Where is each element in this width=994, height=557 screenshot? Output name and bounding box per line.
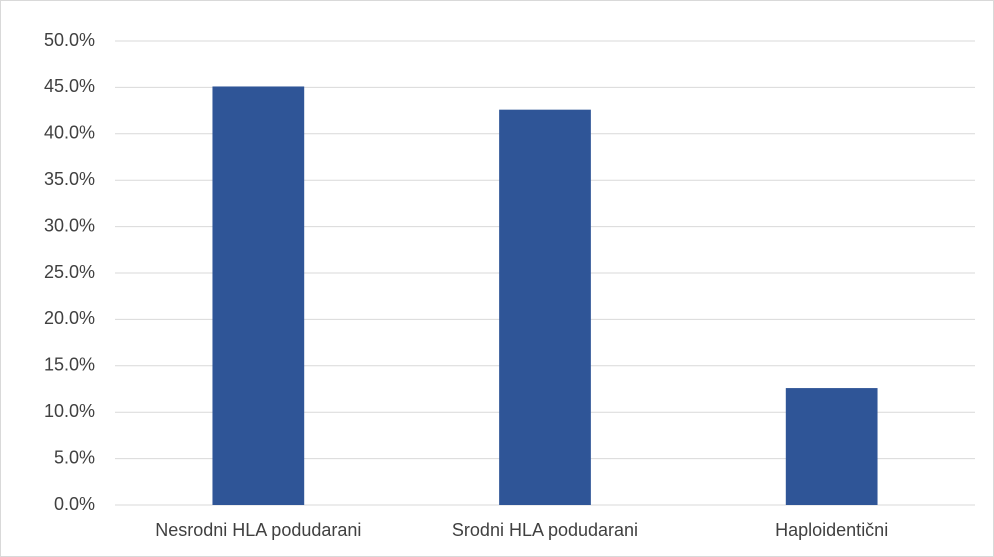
bar — [212, 86, 305, 506]
y-tick-label: 5.0% — [54, 447, 95, 467]
y-tick-label: 20.0% — [44, 308, 95, 328]
bar — [785, 388, 878, 505]
y-tick-label: 40.0% — [44, 123, 95, 143]
y-tick-label: 35.0% — [44, 169, 95, 189]
y-tick-label: 15.0% — [44, 355, 95, 375]
x-tick-label: Srodni HLA podudarani — [452, 520, 638, 540]
y-tick-label: 25.0% — [44, 262, 95, 282]
y-tick-label: 45.0% — [44, 76, 95, 96]
y-tick-label: 30.0% — [44, 215, 95, 235]
x-tick-label: Nesrodni HLA podudarani — [155, 520, 361, 540]
y-tick-label: 10.0% — [44, 401, 95, 421]
y-tick-label: 0.0% — [54, 494, 95, 514]
y-tick-label: 50.0% — [44, 30, 95, 50]
x-tick-label: Haploidentični — [775, 520, 888, 540]
bar — [499, 109, 591, 505]
